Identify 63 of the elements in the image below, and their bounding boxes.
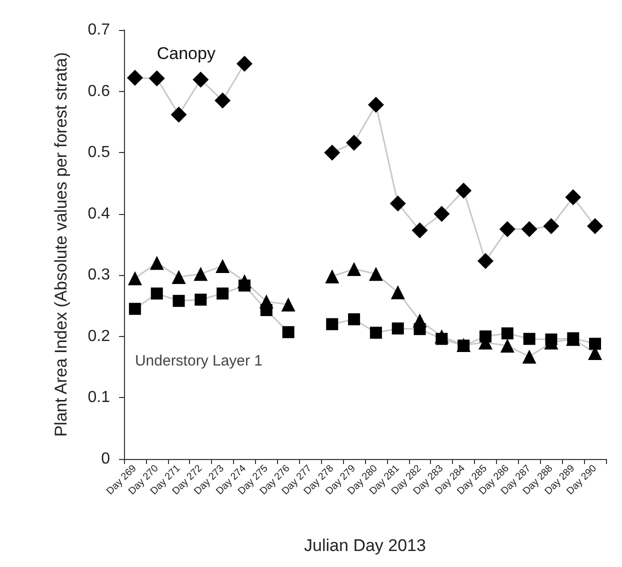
point (148, 70, 165, 86)
point (194, 266, 208, 281)
point (128, 302, 141, 315)
y-tick-label: 0.7 (88, 22, 110, 38)
point (170, 106, 187, 123)
point (150, 288, 163, 300)
point (478, 253, 494, 270)
point (281, 298, 296, 312)
point (238, 280, 250, 292)
point (565, 189, 582, 206)
point (501, 327, 514, 340)
point (172, 270, 186, 284)
point (370, 326, 382, 339)
point (589, 338, 602, 350)
point (521, 221, 538, 238)
point (523, 332, 536, 345)
point (434, 206, 450, 222)
y-axis-title: Plant Area Index (Absolute values per forest strata) (52, 52, 70, 437)
point (216, 258, 230, 273)
point (368, 96, 384, 113)
point (392, 322, 404, 334)
series-label: Canopy (156, 44, 216, 63)
y-tick-label: 0.3 (88, 266, 110, 284)
point (522, 350, 536, 364)
point (346, 134, 362, 151)
point (260, 304, 272, 316)
y-tick-label: 0.1 (88, 389, 110, 406)
point (456, 182, 472, 199)
y-tick-label: 0.2 (88, 328, 110, 345)
point (214, 92, 231, 108)
point (150, 256, 164, 270)
point (414, 323, 426, 336)
y-tick-label: 0 (101, 450, 110, 468)
point (587, 218, 604, 234)
point (390, 285, 405, 300)
point (326, 318, 338, 330)
point (500, 338, 514, 353)
point (545, 333, 558, 346)
y-tick-label: 0.6 (88, 82, 110, 100)
point (390, 195, 406, 212)
point (216, 288, 229, 300)
point (543, 218, 560, 234)
point (480, 330, 492, 342)
point (192, 72, 209, 88)
point (126, 70, 143, 86)
x-axis-title: Julian Day 2013 (304, 536, 426, 555)
point (324, 144, 340, 161)
series-label: Understory Layer 1 (134, 352, 263, 370)
point (325, 269, 340, 284)
point (172, 294, 185, 307)
point (128, 271, 142, 286)
point (347, 262, 362, 276)
point (499, 221, 516, 238)
point (436, 332, 448, 345)
y-tick-label: 0.4 (88, 205, 110, 222)
point (412, 222, 428, 238)
point (236, 56, 252, 72)
point (458, 340, 470, 352)
point (348, 313, 360, 326)
point (194, 294, 207, 306)
point (282, 326, 294, 338)
y-tick-label: 0.5 (88, 144, 110, 162)
point (368, 266, 383, 281)
